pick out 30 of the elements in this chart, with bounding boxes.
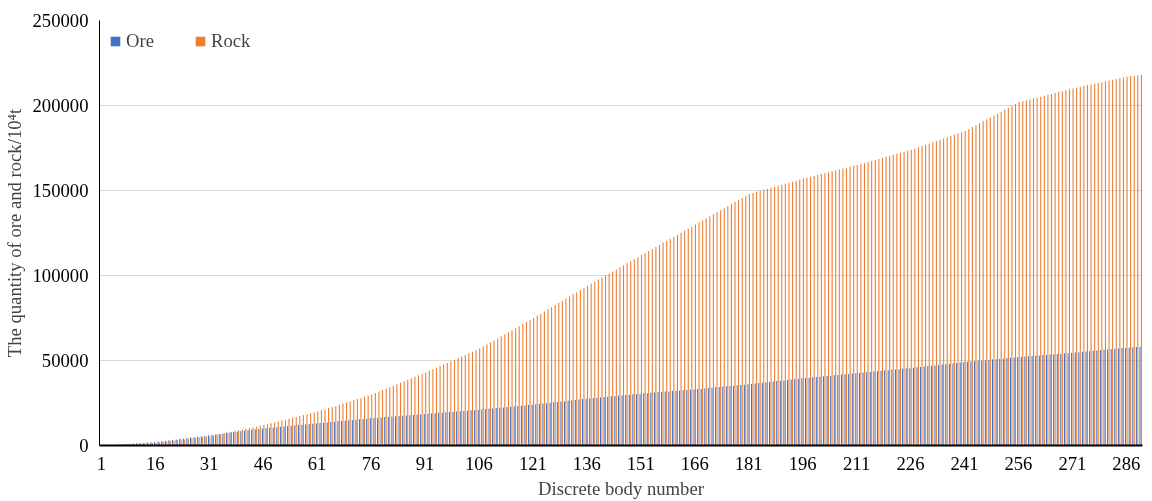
- y-tick-label: 100000: [32, 265, 89, 286]
- y-tick-label: 150000: [32, 180, 89, 201]
- x-tick-label: 151: [626, 452, 655, 474]
- x-tick-label: 211: [842, 452, 871, 474]
- x-tick-label: 196: [788, 452, 817, 474]
- y-tick-label: 0: [79, 435, 89, 456]
- x-tick-label: 106: [464, 452, 493, 474]
- x-tick-label: 241: [950, 452, 979, 474]
- x-tick-label: 226: [896, 452, 925, 474]
- x-tick-label: 91: [415, 452, 435, 474]
- x-tick-label: 271: [1058, 452, 1087, 474]
- x-tick-label: 286: [1112, 452, 1141, 474]
- y-axis-title: The quantity of ore and rock/10⁴t: [3, 107, 25, 358]
- x-tick-label: 61: [307, 452, 327, 474]
- x-tick-label: 136: [572, 452, 601, 474]
- x-tick-label: 181: [734, 452, 763, 474]
- x-tick-label: 256: [1004, 452, 1033, 474]
- x-tick-label: 121: [518, 452, 547, 474]
- legend-label: Ore: [126, 30, 154, 52]
- x-axis-title: Discrete body number: [538, 477, 705, 499]
- x-tick-label: 76: [361, 452, 381, 474]
- x-tick-label: 166: [680, 452, 709, 474]
- y-tick-label: 50000: [41, 350, 89, 371]
- y-tick-label: 250000: [32, 10, 89, 31]
- x-tick-label: 31: [199, 452, 219, 474]
- legend-label: Rock: [210, 30, 251, 52]
- x-tick-label: 46: [253, 452, 273, 474]
- x-tick-label: 16: [145, 452, 165, 474]
- x-tick-label: 1: [96, 452, 106, 474]
- y-tick-label: 200000: [32, 95, 89, 116]
